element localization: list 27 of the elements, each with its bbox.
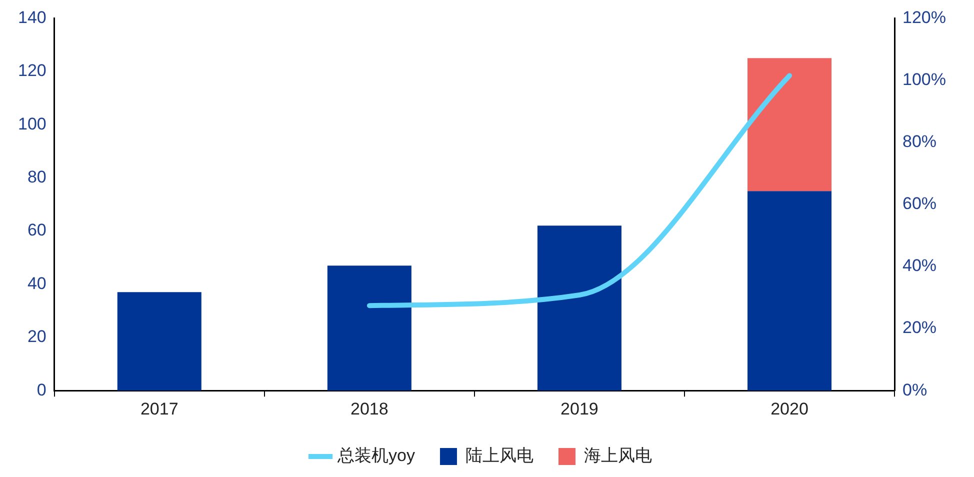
bar: [117, 292, 202, 391]
y-tick-label: 40: [27, 274, 46, 293]
bar: [747, 191, 832, 391]
y-tick-label: 0: [36, 380, 46, 400]
y2-tick-label: 40%: [902, 256, 937, 276]
x-tick-label: 2019: [560, 399, 598, 418]
bar: [747, 58, 832, 192]
bar: [327, 266, 412, 391]
y2-tick-label: 20%: [902, 318, 937, 338]
legend-label: 总装机yoy: [336, 446, 416, 466]
y2-tick-label: 60%: [902, 194, 937, 214]
y-tick-label: 100: [18, 114, 46, 134]
x-tick-label: 2018: [350, 399, 388, 418]
y-tick-label: 60: [27, 220, 46, 240]
x-tick-label: 2017: [140, 399, 178, 418]
y2-tick-label: 0%: [902, 380, 928, 400]
y-tick-label: 120: [18, 61, 46, 80]
legend-label: 海上风电: [584, 446, 652, 466]
y-tick-label: 140: [18, 8, 46, 27]
y-tick-label: 20: [27, 327, 46, 346]
x-tick-label: 2020: [770, 399, 808, 418]
y2-tick-label: 80%: [902, 132, 937, 152]
legend-label: 陆上风电: [465, 446, 534, 466]
y-tick-label: 80: [27, 167, 46, 186]
y2-tick-label: 100%: [902, 70, 946, 89]
bar: [537, 226, 622, 391]
y2-tick-label: 120%: [902, 8, 946, 27]
